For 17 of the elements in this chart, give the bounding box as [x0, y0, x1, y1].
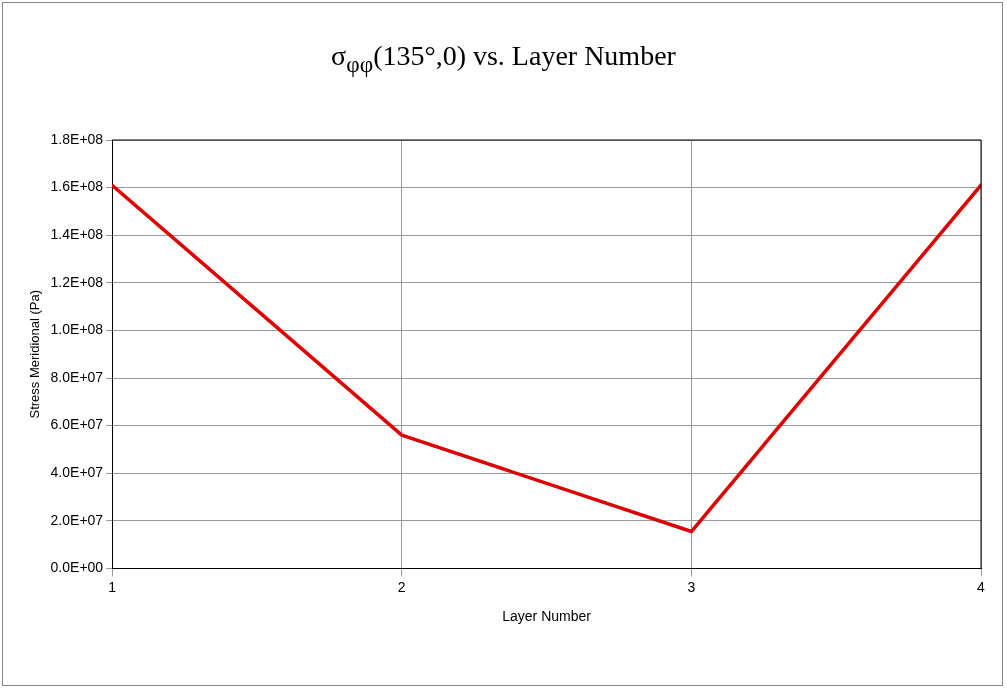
chart-title: σ$_{φφ}$(135°,0) vs. Layer Number	[330, 40, 677, 78]
y-tick-label: 1.0E+08	[50, 321, 104, 338]
y-tick-label: 8.0E+07	[50, 368, 104, 385]
x-tick-label: 2	[397, 578, 406, 595]
y-tick-label: 1.6E+08	[50, 178, 104, 195]
y-tick-label: 1.8E+08	[50, 130, 104, 147]
x-tick-label: 3	[687, 578, 696, 595]
y-tick-label: 2.0E+07	[50, 511, 104, 528]
y-axis-title: Stress Meridional (Pa)	[27, 289, 43, 419]
y-tick-label: 1.2E+08	[50, 273, 104, 290]
x-tick-label: 4	[977, 578, 986, 595]
x-tick-label: 1	[108, 578, 117, 595]
y-tick-label: 1.4E+08	[50, 226, 104, 243]
x-axis-title: Layer Number	[502, 608, 592, 625]
y-tick-label: 4.0E+07	[50, 464, 104, 481]
y-tick-label: 0.0E+00	[50, 559, 104, 576]
y-tick-label: 6.0E+07	[50, 416, 104, 433]
